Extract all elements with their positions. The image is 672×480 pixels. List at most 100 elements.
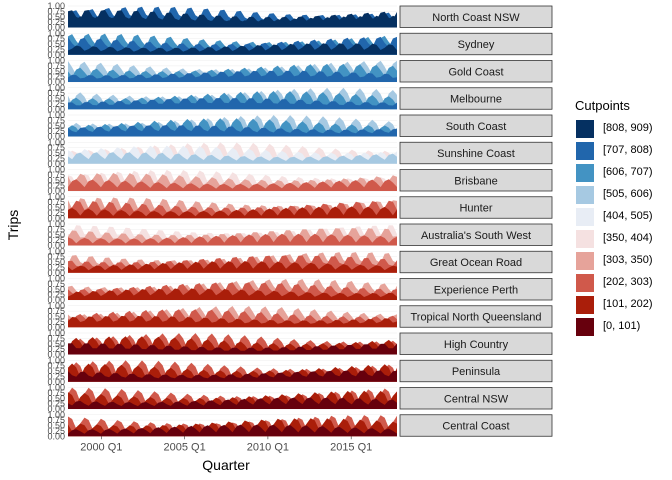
y-tick-label: 0.75 [47,279,65,289]
y-tick-label: 0.25 [47,262,65,272]
legend-item: [202, 303) [576,272,672,294]
x-tick-label: 2010 Q1 [247,441,289,453]
facet-strip [399,196,553,219]
y-tick-label: 0.00 [47,350,65,360]
x-tick-label: 2015 Q1 [330,441,372,453]
region-label: High Country [444,339,509,351]
y-tick-label: 0.25 [47,44,65,54]
y-tick-label: 0.00 [47,377,65,387]
facet-strip [399,278,553,301]
region-label: South Coast [446,121,507,133]
legend-item: [101, 202) [576,294,672,316]
legend-swatch [576,186,594,204]
y-tick-label: 0.00 [47,186,65,196]
region-panel: 0.000.250.500.751.00 Gold Coast [47,56,553,87]
y-tick-label: 0.25 [47,181,65,191]
y-tick-label: 0.00 [47,77,65,87]
y-tick-label: 0.75 [47,6,65,16]
horizon-band [68,233,397,246]
y-tick-label: 0.50 [47,148,65,158]
y-tick-label: 1.00 [47,137,65,147]
y-tick-label: 0.75 [47,197,65,207]
y-tick-label: 1.00 [47,110,65,120]
region-label: Sunshine Coast [437,148,515,160]
y-tick-label: 0.00 [47,132,65,142]
region-panel: 0.000.250.500.751.00 Central Coast [47,410,553,441]
y-tick-label: 0.50 [47,39,65,49]
horizon-band [68,370,397,382]
region-label: Brisbane [454,175,497,187]
y-tick-label: 0.75 [47,61,65,71]
y-tick-label: 1.00 [47,246,65,256]
horizon-band [68,179,397,191]
region-label: Central NSW [444,393,509,405]
horizon-band [68,315,397,328]
legend-item: [350, 404) [576,228,672,250]
y-tick-label: 0.00 [47,322,65,332]
horizon-band [68,418,397,437]
legend-label: [404, 505) [603,210,653,222]
y-tick-label: 0.00 [47,268,65,278]
region-label: Experience Perth [434,284,518,296]
region-panel: 0.000.250.500.751.00 Hunter [47,192,553,223]
legend-label: [606, 707) [603,166,653,178]
region-label: Melbourne [450,94,502,106]
legend-swatch [576,318,594,336]
y-tick-label: 0.75 [47,388,65,398]
y-tick-label: 0.00 [47,104,65,114]
y-tick-label: 0.50 [47,94,65,104]
facet-strip [399,305,553,328]
legend-swatch [576,252,594,270]
region-panel: 0.000.250.500.751.00 Australia's South We… [47,219,553,251]
legend-swatch [576,120,594,138]
y-tick-label: 0.25 [47,72,65,82]
facet-strip [399,5,553,28]
y-tick-label: 0.50 [47,12,65,22]
legend-swatch [576,230,594,248]
horizon-band [68,15,397,28]
y-tick-label: 1.00 [47,383,65,393]
horizon-band [68,288,397,300]
horizon-band [68,125,397,137]
y-tick-label: 1.00 [47,274,65,284]
horizon-band [68,98,397,110]
legend-swatch [576,208,594,226]
legend-label: [101, 202) [603,298,653,310]
y-tick-label: 0.50 [47,339,65,349]
y-tick-label: 0.75 [47,361,65,371]
region-panel: 0.000.250.500.751.00 Sydney [47,28,553,60]
y-tick-label: 0.00 [47,159,65,169]
region-panel: 0.000.250.500.751.00 High Country [47,328,553,360]
legend-item: [808, 909) [576,118,672,140]
region-label: Gold Coast [448,66,503,78]
legend-item: [505, 606) [576,184,672,206]
y-tick-label: 0.00 [47,23,65,33]
y-tick-label: 1.00 [47,1,65,11]
y-tick-label: 0.25 [47,208,65,218]
legend-label: [350, 404) [603,232,653,244]
y-tick-label: 1.00 [47,56,65,66]
horizon-band [68,343,397,355]
region-panel: 0.000.250.500.751.00 Brisbane [47,165,553,196]
x-tick-label: 2000 Q1 [80,441,122,453]
y-tick-label: 0.50 [47,203,65,213]
region-label: Sydney [458,39,495,51]
region-panel: 0.000.250.500.751.00 Tropical North Queen… [47,301,553,332]
y-tick-label: 0.25 [47,126,65,136]
y-tick-label: 0.00 [47,404,65,414]
legend-swatch [576,142,594,160]
y-tick-label: 0.25 [47,371,65,381]
legend-label: [707, 808) [603,144,653,156]
y-tick-label: 0.50 [47,312,65,322]
y-tick-label: 0.25 [47,317,65,327]
region-label: Central Coast [442,421,509,433]
facet-strip [399,250,553,274]
y-tick-label: 0.50 [47,284,65,294]
facet-strip [399,141,553,165]
y-tick-label: 1.00 [47,219,65,229]
y-tick-label: 1.00 [47,410,65,420]
y-tick-label: 0.50 [47,66,65,76]
y-tick-label: 0.75 [47,224,65,234]
legend-item: [707, 808) [576,140,672,162]
